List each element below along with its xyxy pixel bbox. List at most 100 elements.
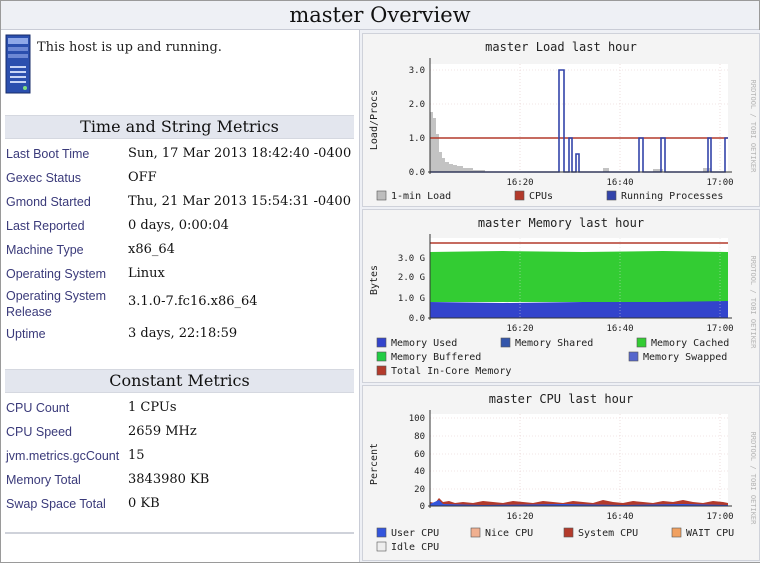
legend-label: CPUs xyxy=(529,191,553,202)
host-status-text: This host is up and running. xyxy=(37,40,222,55)
memory-graph-title: master Memory last hour xyxy=(478,216,644,230)
legend-label: User CPU xyxy=(391,528,439,539)
legend-label: Total In-Core Memory xyxy=(391,366,511,377)
metric-label: Swap Space Total xyxy=(6,497,106,511)
server-icon xyxy=(5,34,31,94)
load-graph[interactable]: master Load last hour Load/Procs RRDTOOL… xyxy=(362,33,760,207)
plot-area xyxy=(430,414,728,506)
title-bar: master Overview xyxy=(1,1,759,30)
metric-label: CPU Count xyxy=(6,401,70,415)
y-tick: 100 xyxy=(409,414,425,424)
load-graph-title: master Load last hour xyxy=(485,40,637,54)
legend-label: Memory Cached xyxy=(651,338,729,349)
memory-graph[interactable]: master Memory last hour Bytes RRDTOOL / … xyxy=(362,209,760,383)
y-tick: 3.0 G xyxy=(398,254,425,264)
metric-label: Operating System xyxy=(6,267,107,281)
metric-label: Machine Type xyxy=(6,243,84,257)
metric-label: Gexec Status xyxy=(6,171,82,185)
metric-label: Last Reported xyxy=(6,219,85,233)
legend-swatch xyxy=(376,365,387,376)
metric-value: 1 CPUs xyxy=(128,400,177,415)
metric-value: Thu, 21 Mar 2013 15:54:31 -0400 xyxy=(128,194,351,209)
metric-label: Uptime xyxy=(6,327,46,341)
metric-value: 15 xyxy=(128,448,145,463)
graphs-panel: master Load last hour Load/Procs RRDTOOL… xyxy=(359,30,760,562)
legend-label: System CPU xyxy=(578,528,638,539)
legend-label: Running Processes xyxy=(621,191,723,202)
metric-value: x86_64 xyxy=(128,242,175,257)
legend-swatch xyxy=(376,527,387,538)
metric-label: jvm.metrics.gcCount xyxy=(6,449,120,463)
metric-value: 2659 MHz xyxy=(128,424,197,439)
cpu-graph-svg: master CPU last hour Percent RRDTOOL / T… xyxy=(369,392,757,553)
load-graph-svg: master Load last hour Load/Procs RRDTOOL… xyxy=(369,40,757,202)
divider xyxy=(5,532,354,534)
y-tick: 2.0 xyxy=(409,100,425,110)
legend-swatch xyxy=(376,190,387,201)
legend-label: Idle CPU xyxy=(391,542,439,553)
x-tick: 17:00 xyxy=(706,324,733,334)
legend-swatch xyxy=(628,351,639,362)
cpu-graph-ylabel: Percent xyxy=(369,443,380,485)
legend-label: Memory Used xyxy=(391,338,457,349)
rrdtool-watermark: RRDTOOL / TOBI OETIKER xyxy=(749,80,757,174)
x-tick: 16:40 xyxy=(606,324,633,334)
one-min-load-area xyxy=(430,112,711,172)
memory-buffered-area xyxy=(430,251,728,302)
legend-label: Memory Shared xyxy=(515,338,593,349)
constant-metrics-title: Constant Metrics xyxy=(5,369,354,393)
metric-label: Gmond Started xyxy=(6,195,91,209)
metric-label: Operating System Release xyxy=(6,289,107,319)
x-tick: 16:40 xyxy=(606,512,633,522)
metric-value: 0 days, 0:00:04 xyxy=(128,218,229,233)
load-graph-ylabel: Load/Procs xyxy=(369,90,380,150)
y-tick: 1.0 xyxy=(409,134,425,144)
y-tick: 80 xyxy=(414,432,425,442)
metric-value: 3 days, 22:18:59 xyxy=(128,326,238,341)
legend-label: Memory Buffered xyxy=(391,352,481,363)
time-string-metrics-title: Time and String Metrics xyxy=(5,115,354,139)
legend-swatch xyxy=(500,337,511,348)
x-tick: 16:20 xyxy=(506,178,533,188)
rrdtool-watermark: RRDTOOL / TOBI OETIKER xyxy=(749,432,757,526)
y-tick: 0.0 xyxy=(409,168,425,178)
y-tick: 0 xyxy=(420,502,425,512)
y-tick: 60 xyxy=(414,450,425,460)
metric-value: Sun, 17 Mar 2013 18:42:40 -0400 xyxy=(128,146,352,161)
legend-swatch xyxy=(563,527,574,538)
legend-swatch xyxy=(376,337,387,348)
page-title: master Overview xyxy=(289,3,471,27)
legend-swatch xyxy=(376,541,387,552)
metric-value: Linux xyxy=(128,266,165,281)
legend-swatch xyxy=(514,190,525,201)
system-cpu-area xyxy=(430,498,728,506)
metric-value: 3.1.0-7.fc16.x86_64 xyxy=(128,294,258,309)
legend-swatch xyxy=(636,337,647,348)
metric-value: OFF xyxy=(128,170,157,185)
x-tick: 16:20 xyxy=(506,512,533,522)
legend-label: 1-min Load xyxy=(391,191,451,202)
y-tick: 1.0 G xyxy=(398,294,425,304)
metric-label: CPU Speed xyxy=(6,425,73,439)
y-tick: 40 xyxy=(414,467,425,477)
y-tick: 20 xyxy=(414,485,425,495)
x-tick: 16:40 xyxy=(606,178,633,188)
cpu-graph-title: master CPU last hour xyxy=(489,392,634,406)
memory-used-area xyxy=(430,301,728,318)
y-tick: 3.0 xyxy=(409,66,425,76)
legend-label: WAIT CPU xyxy=(686,528,734,539)
metrics-panel: This host is up and running. Time and St… xyxy=(1,30,357,562)
metric-label: Memory Total xyxy=(6,473,81,487)
legend-swatch xyxy=(470,527,481,538)
x-tick: 16:20 xyxy=(506,324,533,334)
metric-label: Last Boot Time xyxy=(6,147,90,161)
memory-graph-svg: master Memory last hour Bytes RRDTOOL / … xyxy=(369,216,757,377)
memory-graph-ylabel: Bytes xyxy=(369,265,380,295)
y-tick: 2.0 G xyxy=(398,273,425,283)
rrdtool-watermark: RRDTOOL / TOBI OETIKER xyxy=(749,256,757,350)
cpu-graph[interactable]: master CPU last hour Percent RRDTOOL / T… xyxy=(362,385,760,561)
legend-swatch xyxy=(376,351,387,362)
legend-swatch xyxy=(671,527,682,538)
user-cpu-area xyxy=(430,500,728,506)
